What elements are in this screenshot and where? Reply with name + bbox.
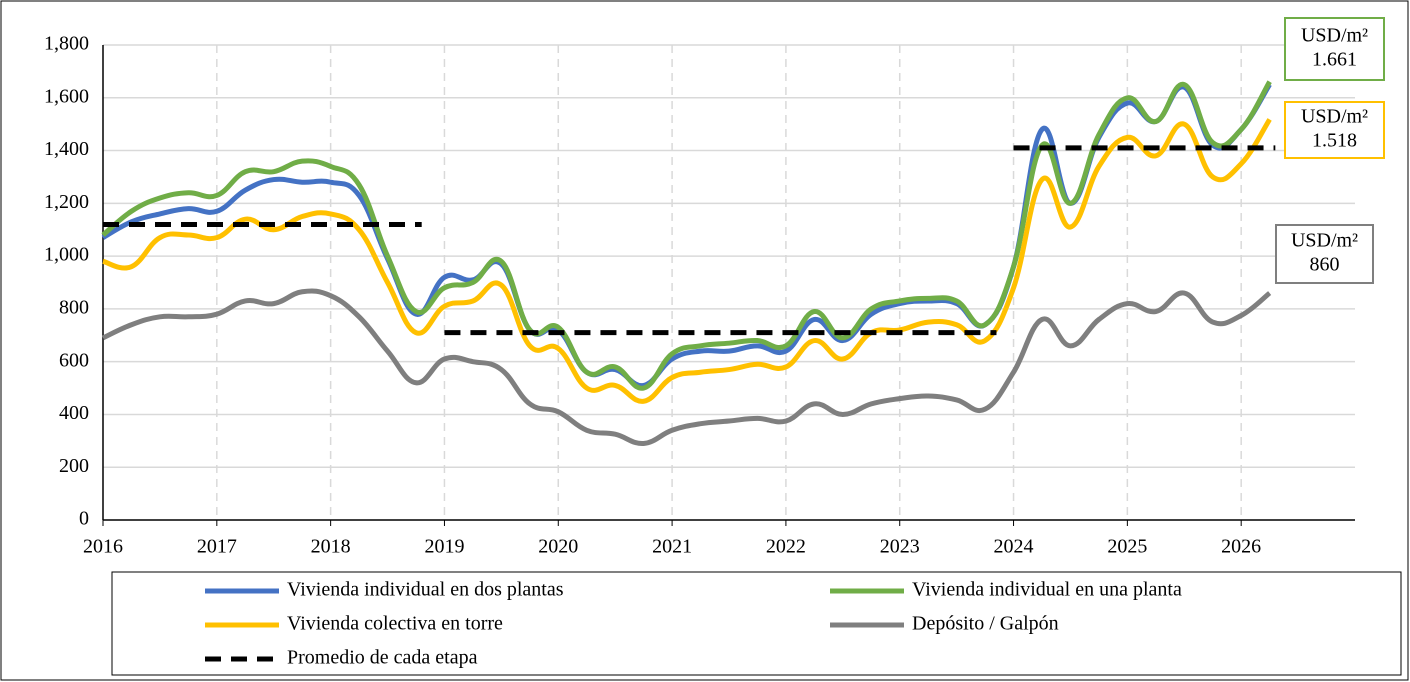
legend-label: Vivienda individual en dos plantas [287,579,564,601]
x-tick-label: 2017 [197,536,237,558]
y-tick-label: 1,600 [44,85,89,107]
y-tick-label: 800 [59,296,89,318]
x-tick-label: 2016 [83,536,123,558]
series-line [102,118,1272,404]
annotation-box [1284,17,1385,81]
legend-label: Depósito / Galpón [912,613,1059,635]
y-tick-label: 1,000 [44,244,89,266]
x-tick-label: 2024 [994,536,1034,558]
annotation-text: 1.661 [1312,49,1357,71]
legend-box [111,571,1402,676]
annotation-text: USD/m² [1301,25,1368,47]
legend-label: Vivienda colectiva en torre [287,613,503,635]
y-tick-label: 600 [59,349,89,371]
legend-label: Promedio de cada etapa [287,647,478,669]
series-line [101,288,1272,446]
y-tick-label: 0 [79,508,89,530]
annotation-box [1284,101,1385,159]
x-tick-label: 2020 [538,536,578,558]
x-tick-label: 2026 [1221,536,1261,558]
legend-label: Vivienda individual en una planta [912,579,1182,601]
x-tick-label: 2019 [424,536,464,558]
annotation-text: 1.518 [1312,130,1357,152]
x-tick-label: 2025 [1107,536,1147,558]
x-tick-label: 2021 [652,536,692,558]
annotation-text: USD/m² [1291,230,1358,252]
y-tick-label: 1,800 [44,33,89,55]
annotation-text: USD/m² [1301,106,1368,128]
x-tick-label: 2022 [766,536,806,558]
x-tick-label: 2018 [311,536,351,558]
y-tick-label: 400 [59,402,89,424]
series-line [101,80,1272,391]
y-tick-label: 1,200 [44,191,89,213]
y-tick-label: 1,400 [44,138,89,160]
y-tick-label: 200 [59,455,89,477]
annotation-box [1275,224,1374,284]
x-tick-label: 2023 [880,536,920,558]
annotation-text: 860 [1310,254,1340,276]
